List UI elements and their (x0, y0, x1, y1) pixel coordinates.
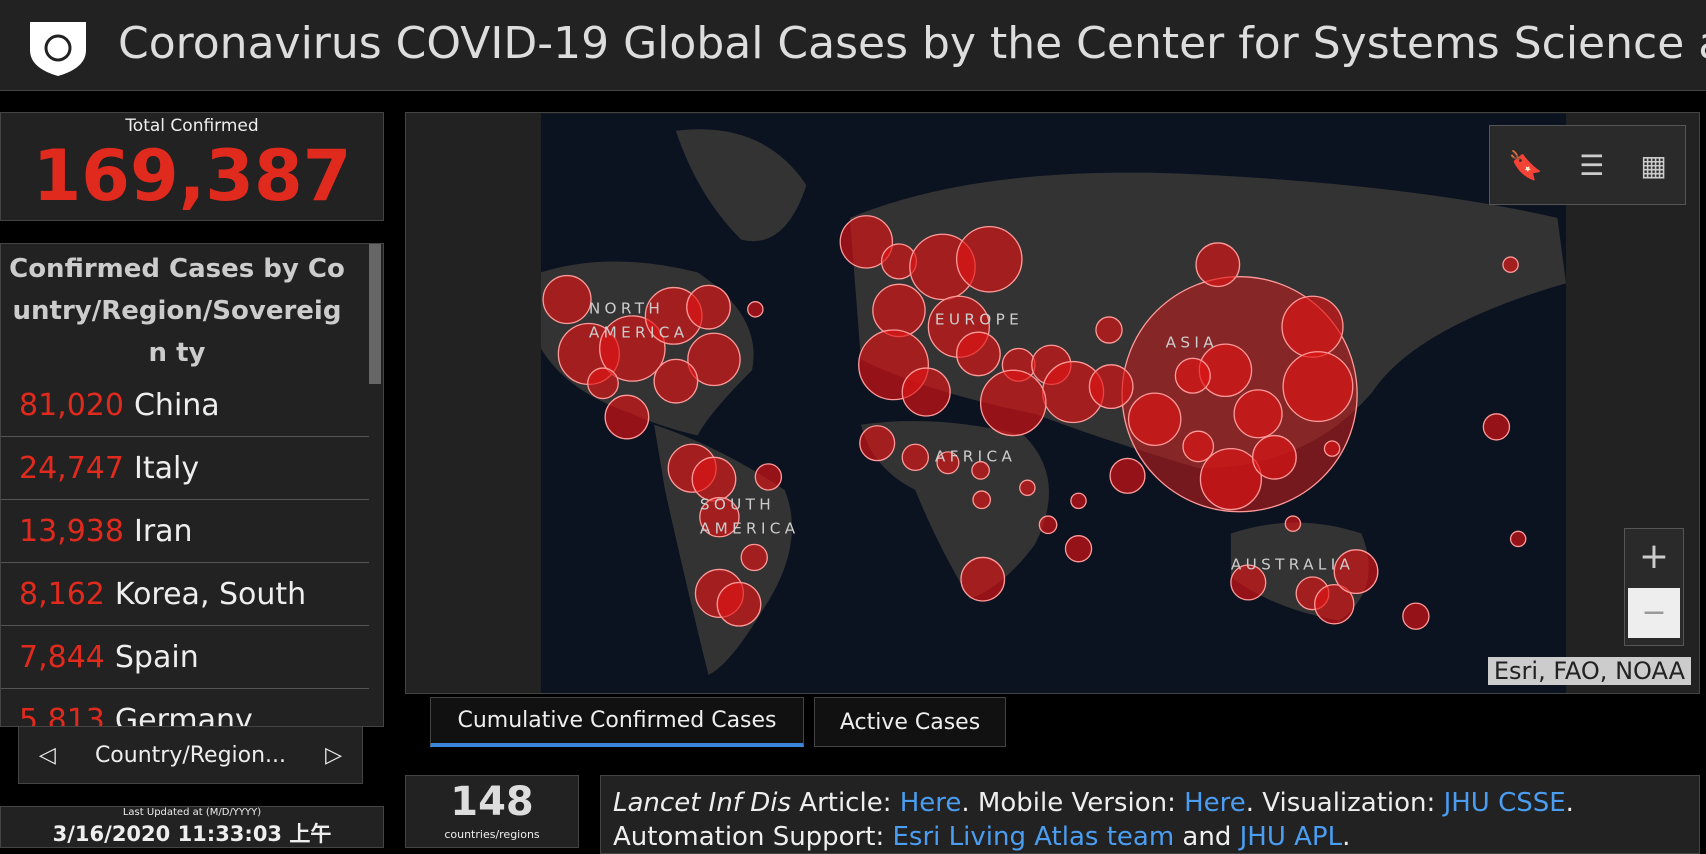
map-label: AFRICA (935, 448, 1016, 466)
legend-button[interactable]: ☰ (1579, 148, 1605, 182)
pager-label: Country/Region... (94, 742, 287, 768)
text: . (1342, 822, 1351, 852)
total-value: 169,387 (32, 135, 352, 217)
header: Coronavirus COVID-19 Global Cases by the… (0, 0, 1706, 91)
list-row[interactable]: 7,844 Spain (1, 626, 369, 689)
map-label: AUSTRALIA (1231, 555, 1354, 573)
updated-value: 3/16/2020 11:33:03 上午 (52, 822, 332, 846)
text: Article: (791, 788, 900, 818)
footer: Lancet Inf Dis Article: Here. Mobile Ver… (600, 775, 1700, 854)
attribution: Esri, FAO, NOAA (1487, 657, 1691, 685)
tab[interactable]: Cumulative Confirmed Cases (430, 697, 804, 747)
map: NORTH AMERICA EUROPE ASIA AFRICA SOUTH AMERICA… (540, 113, 1567, 693)
map-label-line: AMERICA (589, 324, 689, 342)
updated-label: Last Updated at (M/D/YYYY) (122, 807, 262, 818)
map-panel: NORTH AMERICA EUROPE ASIA AFRICA SOUTH AMERICA… (405, 112, 1700, 694)
basemap-button[interactable]: ▦ (1640, 148, 1667, 182)
row-name: China (133, 387, 220, 423)
row-name: Korea, South (114, 576, 307, 612)
count-value: 148 (450, 779, 534, 825)
row-value: 7,844 (19, 639, 105, 675)
row-name: Italy (133, 450, 200, 486)
list-row[interactable]: 5,813 Germany (1, 689, 369, 727)
row-value: 24,747 (19, 450, 124, 486)
text: . Visualization: (1245, 788, 1444, 818)
map-label-line: NORTH (589, 300, 664, 318)
list-row[interactable]: 8,162 Korea, South (1, 563, 369, 626)
prev[interactable]: ◁ (39, 742, 56, 768)
list-title: Confirmed Cases by Country/Region/Sovere… (9, 254, 345, 368)
total-panel: Total Confirmed 169,387 (0, 112, 384, 221)
next[interactable]: ▷ (325, 742, 342, 768)
bookmark-button[interactable]: 🔖 (1508, 148, 1543, 182)
logo (30, 22, 86, 76)
row-value: 13,938 (19, 513, 124, 549)
link[interactable]: Here (899, 788, 962, 818)
zoom-out[interactable]: − (1628, 588, 1680, 638)
title: Coronavirus COVID-19 Global Cases by the… (118, 18, 1706, 69)
link[interactable]: JHU CSSE (1443, 788, 1566, 818)
link[interactable]: Esri Living Atlas team (892, 822, 1175, 852)
text: Automation Support: (613, 822, 893, 852)
map-label: EUROPE (935, 311, 1023, 329)
row-value: 81,020 (19, 387, 124, 423)
map-label: SOUTH AMERICA (700, 496, 800, 538)
list-row[interactable]: 13,938 Iran (1, 500, 369, 563)
text: and (1174, 822, 1240, 852)
text: . (1565, 788, 1574, 818)
zoom-in[interactable]: + (1638, 536, 1670, 577)
count-panel: 148 countries/regions (405, 775, 579, 848)
row-name: Spain (114, 639, 199, 675)
list-rows: 81,020 China 24,747 Italy 13,938 Iran 8,162 Kor… (1, 374, 369, 727)
updated-panel: Last Updated at (M/D/YYYY) 3/16/2020 11:… (0, 806, 384, 848)
text: Lancet Inf Dis (613, 788, 792, 818)
count-label: countries/regions (444, 828, 540, 841)
map-label: NORTH AMERICA (589, 300, 689, 342)
list-row[interactable]: 24,747 Italy (1, 437, 369, 500)
list-panel: Confirmed Cases by Country/Region/Sovere… (0, 243, 384, 727)
scrollbar (369, 244, 381, 384)
map-toolbar: 🔖 ☰ ▦ (1489, 125, 1686, 205)
tab[interactable]: Active Cases (814, 697, 1006, 747)
row-name: Germany (114, 702, 253, 727)
row-name: Iran (133, 513, 193, 549)
map-label-line: SOUTH (700, 496, 775, 514)
link[interactable]: Here (1184, 788, 1246, 818)
link[interactable]: JHU APL (1239, 822, 1343, 852)
total-label: Total Confirmed (125, 116, 259, 136)
text: . Mobile Version: (961, 788, 1185, 818)
row-value: 5,813 (19, 702, 105, 727)
list-row[interactable]: 81,020 China (1, 374, 369, 437)
pager[interactable]: ◁ Country/Region... ▷ (18, 726, 363, 784)
map-label: ASIA (1166, 333, 1218, 351)
row-value: 8,162 (19, 576, 105, 612)
map-label-line: AMERICA (700, 520, 800, 538)
zoom-control: + − (1624, 528, 1684, 646)
